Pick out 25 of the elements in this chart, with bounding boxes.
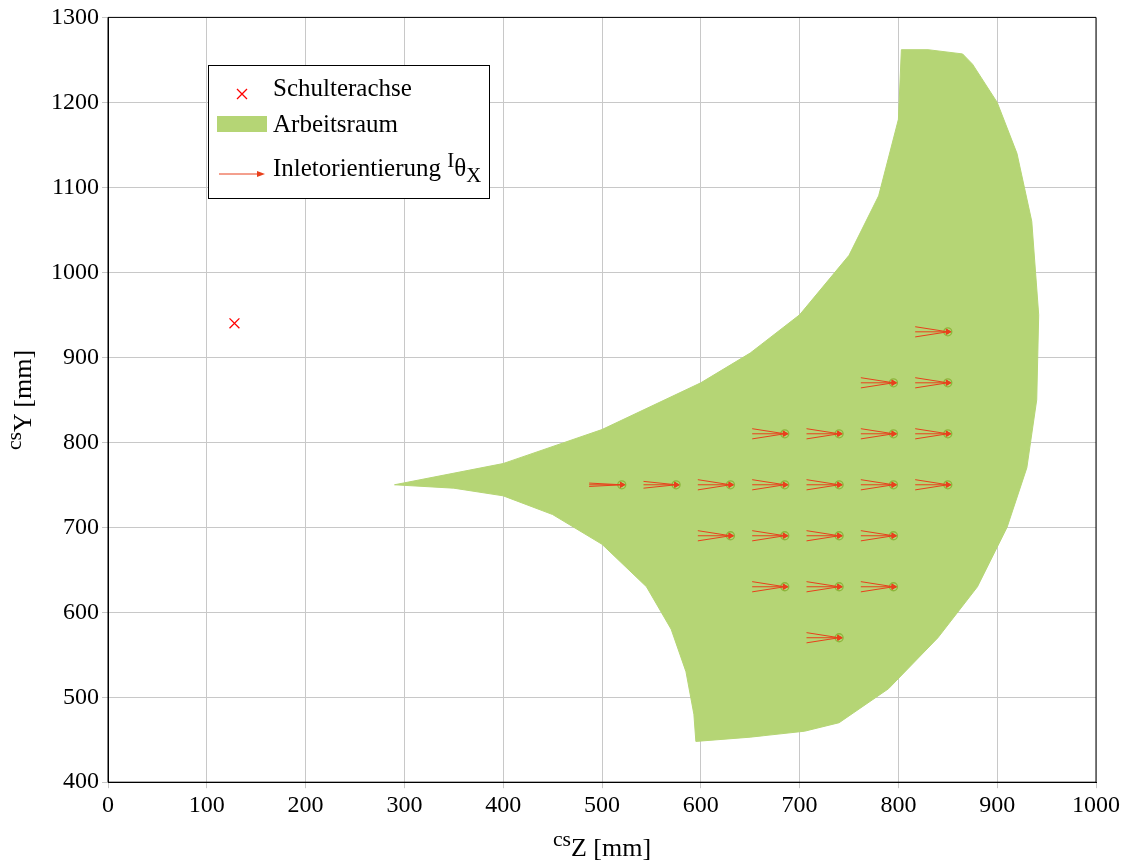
y-tick-label: 600 — [63, 597, 99, 624]
y-tick-label: 1200 — [51, 87, 99, 114]
x-tick-label: 600 — [682, 790, 719, 817]
y-tick-label: 800 — [63, 427, 99, 454]
y-tick-label: 900 — [63, 342, 99, 369]
y-tick-label: 1300 — [51, 2, 99, 29]
legend-label: Inletorientierung $^{I}$θ$_{X}$ — [273, 147, 482, 190]
legend-label: Arbeitsraum — [273, 109, 398, 140]
x-axis-title: $^{cs}$Z [mm] — [551, 827, 653, 863]
x-tick-label: 0 — [102, 790, 114, 817]
x-tick-label: 200 — [287, 790, 324, 817]
legend-label: Schulterachse — [273, 73, 412, 104]
x-tick-label: 300 — [386, 790, 423, 817]
y-tick-label: 1000 — [51, 257, 99, 284]
x-tick-label: 400 — [485, 790, 522, 817]
y-tick-label: 1100 — [51, 172, 99, 199]
x-tick-label: 900 — [979, 790, 1016, 817]
x-tick-label: 1000 — [1072, 790, 1120, 817]
y-tick-label: 400 — [63, 767, 99, 794]
x-tick-label: 100 — [188, 790, 225, 817]
y-tick-label: 500 — [63, 682, 99, 709]
y-tick-label: 700 — [63, 512, 99, 539]
x-tick-label: 800 — [880, 790, 917, 817]
x-tick-label: 700 — [781, 790, 818, 817]
x-tick-label: 500 — [584, 790, 620, 817]
